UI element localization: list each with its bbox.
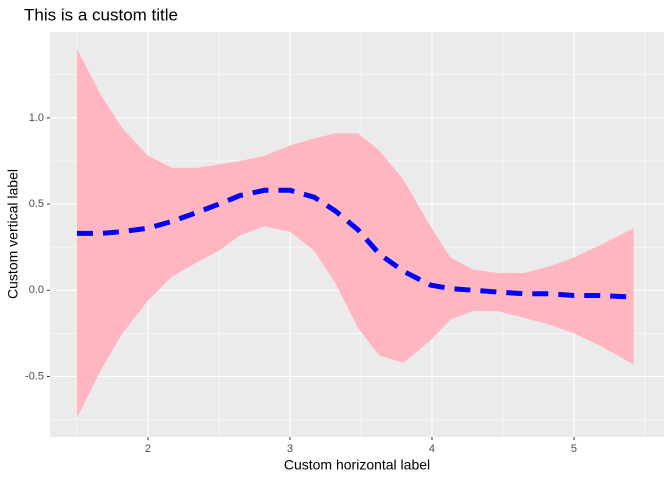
- y-tick-label: 1.0: [29, 112, 44, 124]
- line: [76, 187, 634, 300]
- y-tick-label: 0.0: [29, 284, 44, 296]
- x-axis-title: Custom horizontal label: [284, 457, 430, 473]
- x-tick-label: 5: [571, 443, 577, 455]
- x-tick-label: 4: [429, 443, 435, 455]
- y-tick-label: -0.5: [25, 370, 44, 382]
- y-tick-label: 0.5: [29, 198, 44, 210]
- marks: [76, 48, 634, 418]
- x-tick-label: 2: [145, 443, 151, 455]
- chart-title: This is a custom title: [24, 5, 178, 24]
- ribbon: [76, 48, 634, 418]
- y-axis-title: Custom vertical label: [5, 169, 21, 299]
- axes: 2 3 4 5 -0.5 0.0 0.5 1.0: [25, 112, 577, 455]
- x-tick-label: 3: [287, 443, 293, 455]
